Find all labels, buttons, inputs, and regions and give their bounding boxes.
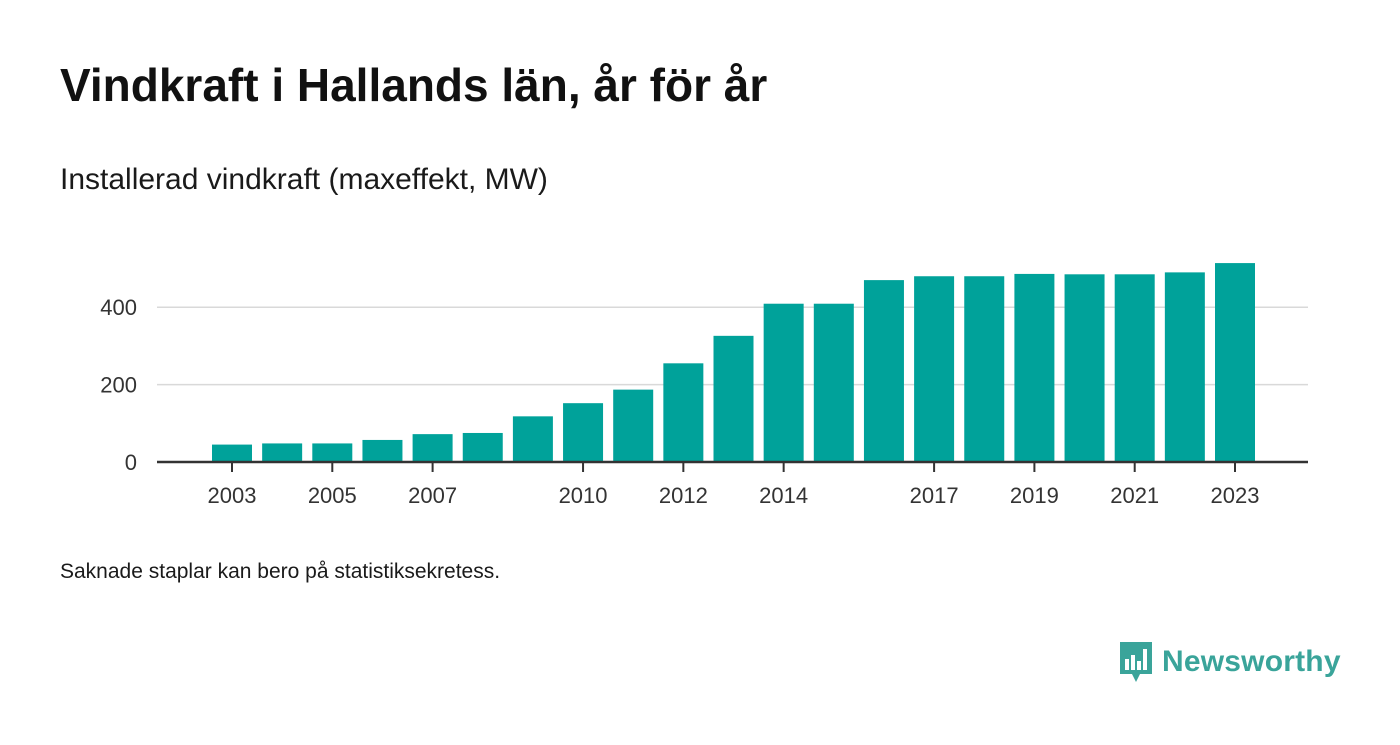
- bar-2005: [312, 443, 353, 462]
- brand-logo[interactable]: Newsworthy: [1118, 640, 1341, 684]
- x-tick-label: 2012: [659, 483, 708, 508]
- bar-2009: [512, 416, 553, 462]
- bar-2008: [462, 432, 503, 462]
- bar-2021: [1114, 274, 1155, 462]
- footnote: Saknade staplar kan bero på statistiksek…: [60, 560, 501, 583]
- x-tick-label: 2005: [308, 483, 357, 508]
- bar-chart: 0 200 400 2003 2005 2007 2010 2012 2014 2017 2019 2…: [100, 263, 1308, 508]
- x-tick-label: 2007: [408, 483, 457, 508]
- x-tick-label: 2017: [910, 483, 959, 508]
- x-tick-label: 2003: [208, 483, 257, 508]
- bar-2017: [914, 276, 955, 462]
- bar-2015: [813, 303, 854, 462]
- bar-2022: [1164, 272, 1205, 462]
- chart-subtitle: Installerad vindkraft (maxeffekt, MW): [60, 163, 548, 196]
- bar-2019: [1014, 273, 1055, 462]
- newsworthy-logo-icon: [1120, 642, 1152, 682]
- x-tick-label: 2014: [759, 483, 808, 508]
- bar-2018: [964, 276, 1005, 462]
- axes: 0 200 400 2003 2005 2007 2010 2012 2014 2017 2019 2…: [100, 295, 1308, 508]
- bar-2016: [863, 280, 904, 462]
- bar-2014: [763, 303, 804, 462]
- x-tick-label: 2019: [1010, 483, 1059, 508]
- bar-2010: [563, 403, 604, 462]
- bar-2003: [212, 444, 252, 462]
- bar-2013: [713, 335, 754, 462]
- y-tick-label: 400: [100, 295, 137, 320]
- bar-2020: [1064, 274, 1105, 462]
- x-tick-label: 2021: [1110, 483, 1159, 508]
- brand-name: Newsworthy: [1162, 645, 1341, 678]
- bar-2007: [412, 434, 453, 462]
- x-tick-label: 2010: [559, 483, 608, 508]
- bar-2023: [1215, 263, 1255, 462]
- bar-2011: [613, 389, 654, 462]
- bars: [212, 263, 1255, 462]
- y-tick-label: 0: [125, 450, 137, 475]
- y-tick-label: 200: [100, 373, 137, 398]
- x-tick-label: 2023: [1211, 483, 1260, 508]
- bar-2012: [663, 363, 704, 462]
- bar-2006: [362, 439, 403, 462]
- bar-2004: [262, 443, 303, 462]
- chart-title: Vindkraft i Hallands län, år för år: [60, 59, 768, 111]
